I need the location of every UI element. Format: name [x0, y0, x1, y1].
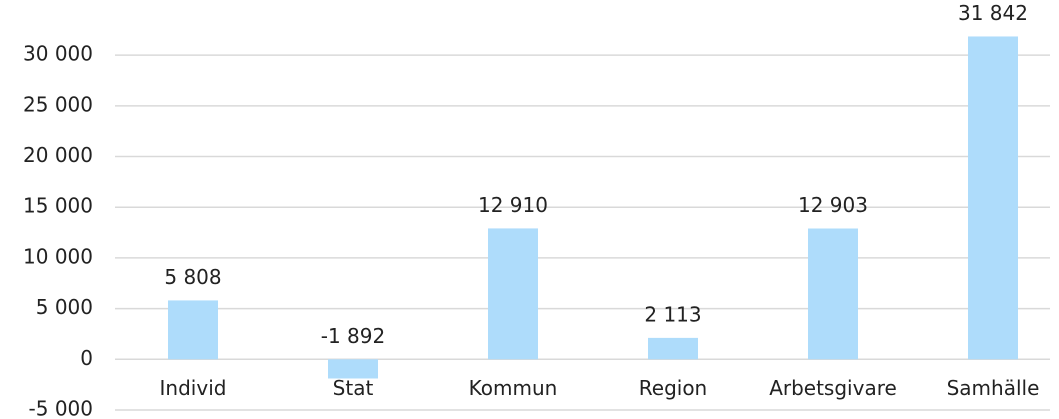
data-label: 2 113: [644, 302, 701, 326]
y-tick-label: 15 000: [23, 194, 93, 218]
data-label: 12 903: [798, 193, 868, 217]
data-label: 31 842: [958, 1, 1028, 25]
bar: [488, 228, 538, 360]
y-tick-label: 0: [80, 346, 93, 370]
x-tick-label: Arbetsgivare: [769, 376, 897, 400]
bar: [968, 36, 1018, 360]
x-tick-label: Kommun: [469, 376, 558, 400]
y-tick-label: -5 000: [29, 397, 93, 419]
bar: [168, 300, 218, 360]
bar: [648, 337, 698, 360]
data-label: 12 910: [478, 193, 548, 217]
x-tick-label: Stat: [333, 376, 374, 400]
y-tick-label: 10 000: [23, 244, 93, 268]
data-label: -1 892: [321, 324, 385, 348]
bar: [328, 359, 378, 379]
y-tick-label: 30 000: [23, 42, 93, 66]
y-tick-label: 5 000: [36, 295, 93, 319]
bar: [808, 228, 858, 360]
x-tick-label: Samhälle: [947, 376, 1040, 400]
y-tick-label: 20 000: [23, 143, 93, 167]
y-tick-label: 25 000: [23, 92, 93, 116]
x-tick-label: Individ: [160, 376, 227, 400]
data-label: 5 808: [164, 265, 221, 289]
x-tick-label: Region: [639, 376, 707, 400]
